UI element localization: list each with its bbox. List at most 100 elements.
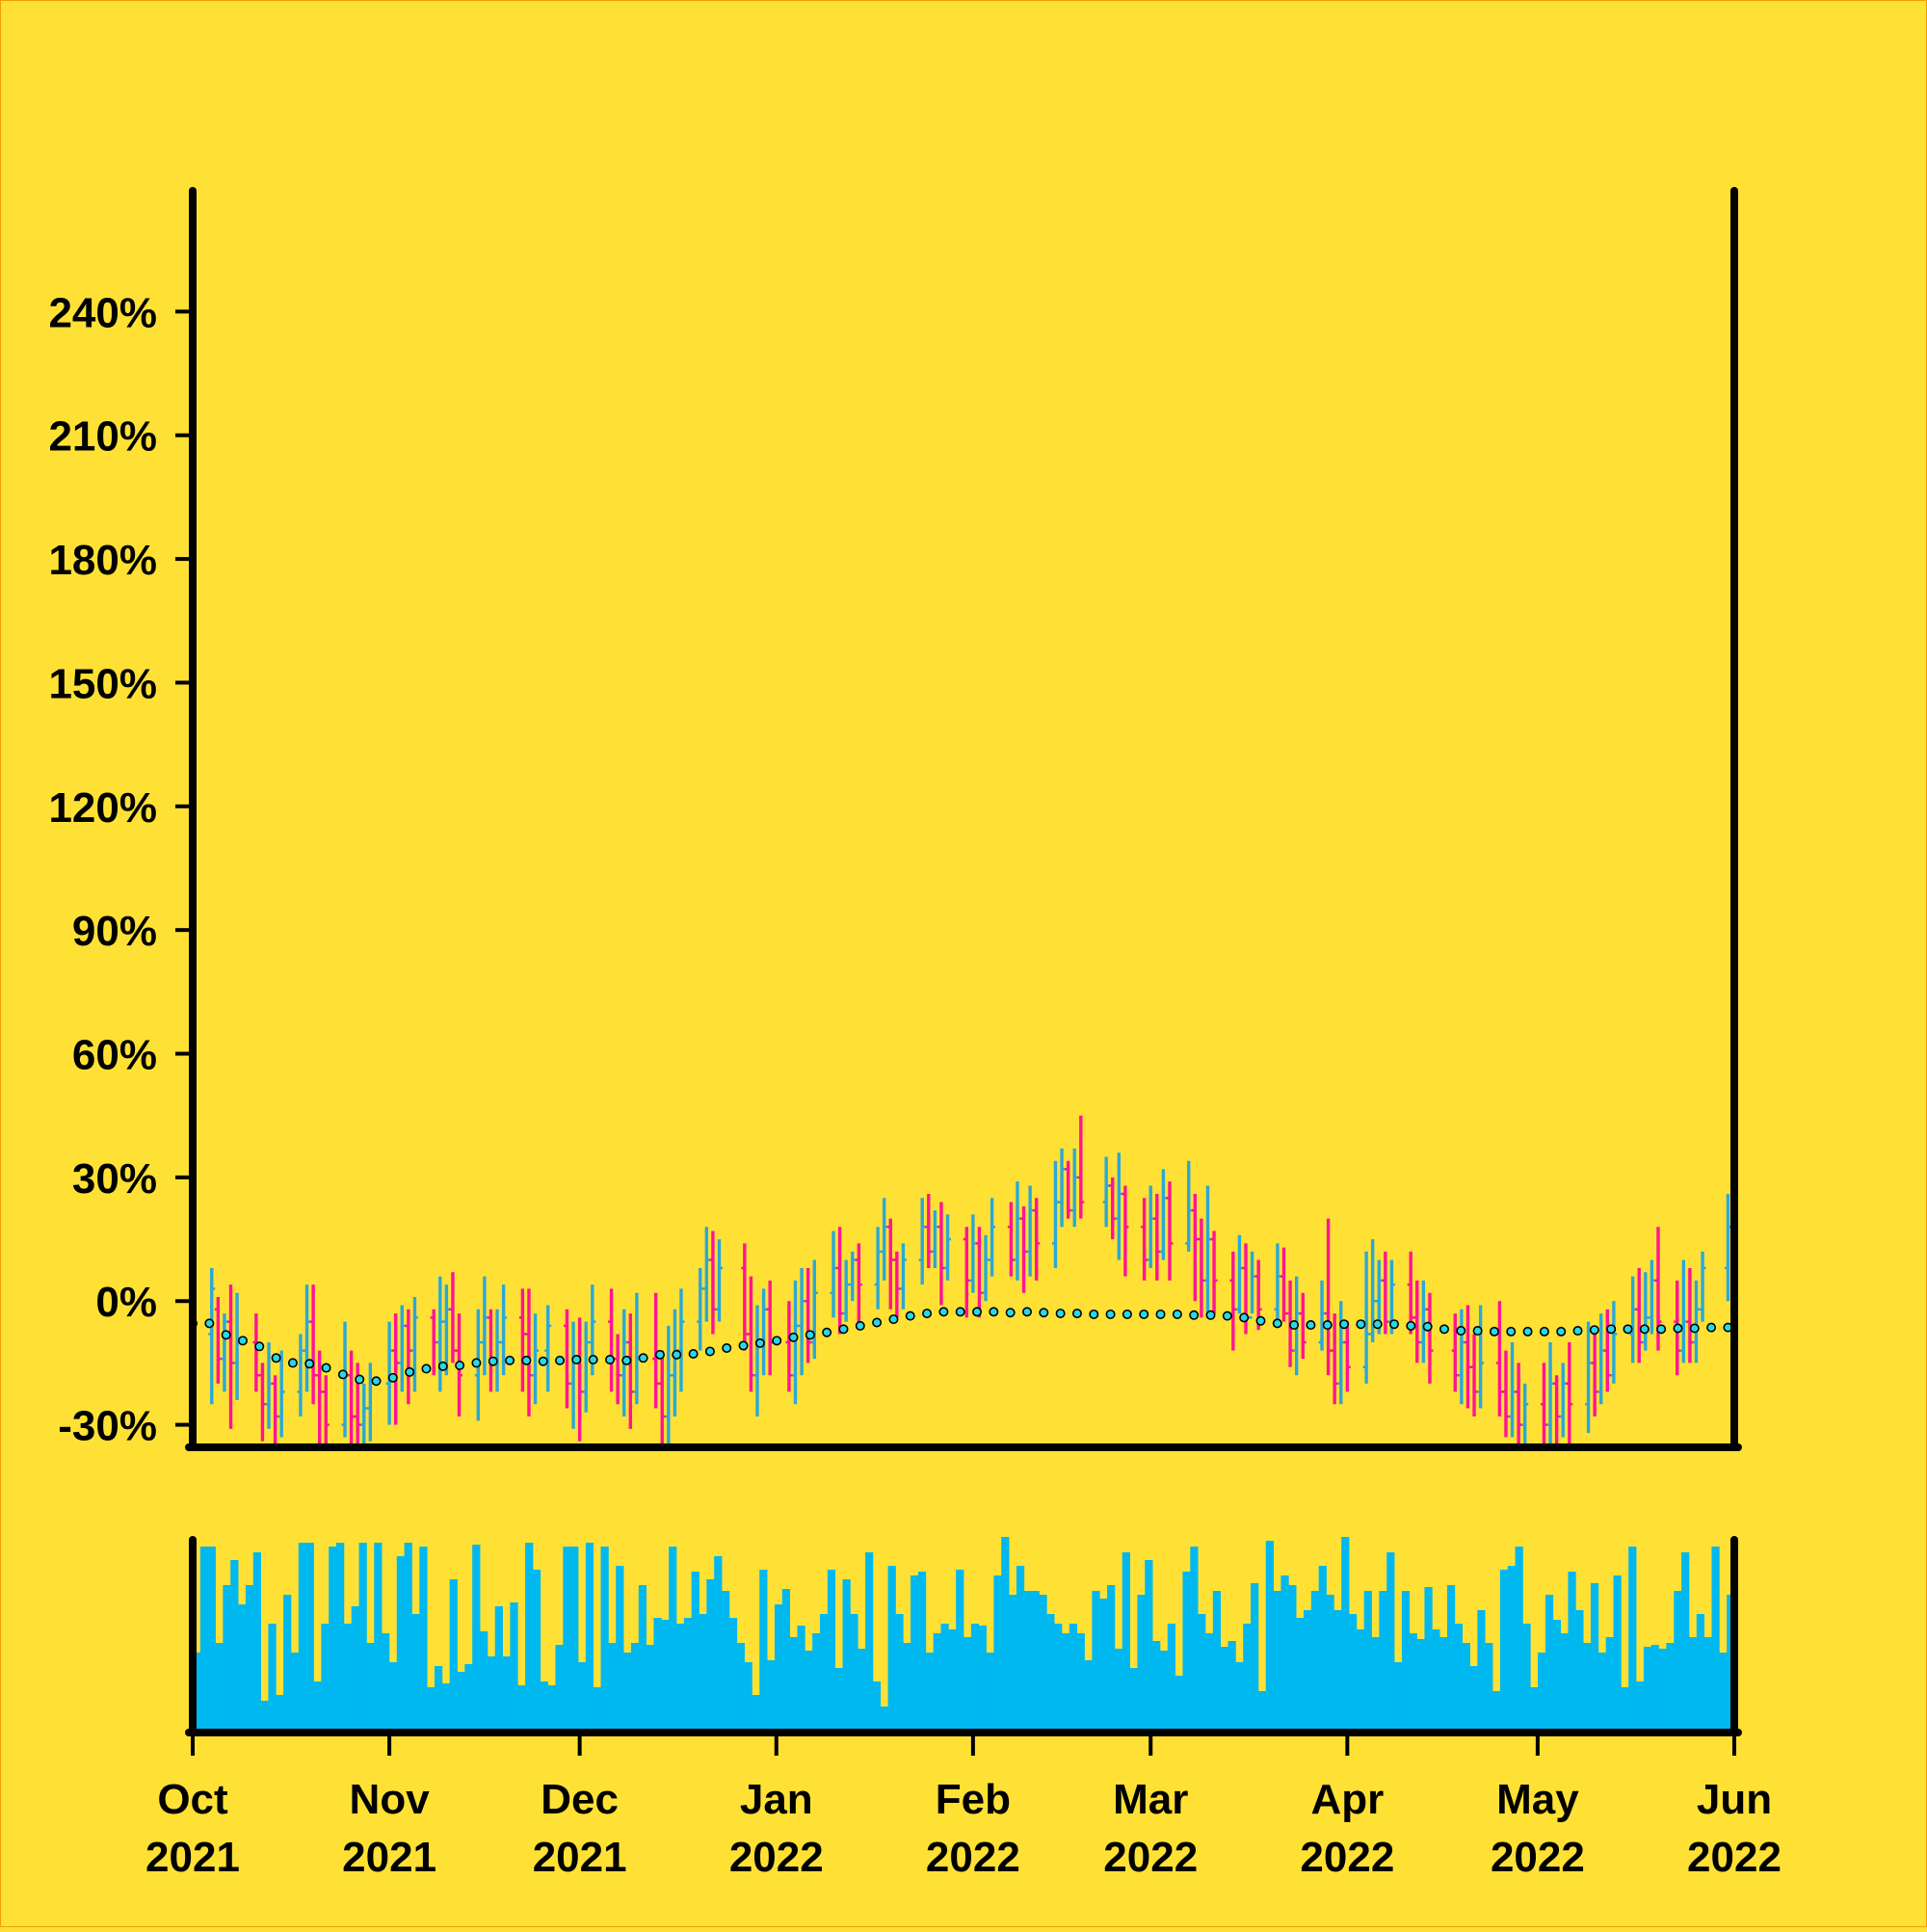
ohlc-bar bbox=[1521, 1383, 1529, 1445]
volume-bar bbox=[1703, 1637, 1712, 1730]
trend-point bbox=[1122, 1309, 1132, 1319]
ohlc-bar bbox=[1629, 1276, 1637, 1363]
volume-bar bbox=[1485, 1643, 1493, 1730]
ohlc-bar bbox=[252, 1313, 260, 1392]
trend-point bbox=[872, 1317, 883, 1328]
volume-bar bbox=[396, 1556, 406, 1730]
ohlc-bar bbox=[614, 1334, 621, 1405]
trend-point bbox=[488, 1356, 498, 1366]
ohlc-bar bbox=[652, 1292, 660, 1409]
volume-bar bbox=[532, 1570, 541, 1730]
volume-bar bbox=[819, 1614, 829, 1730]
ohlc-bar bbox=[805, 1268, 812, 1363]
volume-bar bbox=[1235, 1662, 1244, 1730]
trend-point bbox=[955, 1307, 965, 1317]
volume-bar bbox=[207, 1547, 216, 1730]
ohlc-bar bbox=[665, 1325, 673, 1445]
volume-bar bbox=[669, 1547, 677, 1730]
volume-bar bbox=[449, 1579, 458, 1730]
trend-point bbox=[1639, 1324, 1650, 1335]
volume-bar bbox=[1530, 1687, 1539, 1730]
trend-point bbox=[1205, 1310, 1216, 1320]
ohlc-bar bbox=[697, 1268, 704, 1351]
trend-point bbox=[1506, 1326, 1517, 1337]
volume-bar bbox=[260, 1701, 269, 1730]
ohlc-bar bbox=[1122, 1185, 1129, 1277]
volume-bar bbox=[1538, 1653, 1546, 1730]
ohlc-bar bbox=[874, 1227, 882, 1310]
trend-point bbox=[538, 1356, 548, 1366]
ohlc-bar bbox=[214, 1296, 222, 1384]
trend-point bbox=[1489, 1326, 1499, 1337]
volume-bar bbox=[1696, 1614, 1705, 1730]
ohlc-bar bbox=[1610, 1301, 1618, 1384]
ohlc-bar bbox=[849, 1251, 857, 1302]
ohlc-bar bbox=[1141, 1198, 1148, 1281]
volume-bar bbox=[1076, 1633, 1085, 1730]
ohlc-bar bbox=[360, 1383, 368, 1445]
ohlc-bar bbox=[931, 1210, 938, 1269]
ohlc-bar bbox=[1343, 1321, 1351, 1392]
trend-point bbox=[1289, 1320, 1300, 1331]
trend-point bbox=[738, 1340, 749, 1351]
volume-bar bbox=[555, 1645, 564, 1730]
volume-bar bbox=[736, 1643, 745, 1730]
volume-bar bbox=[1039, 1595, 1047, 1730]
trend-point bbox=[221, 1330, 231, 1340]
trend-point bbox=[1306, 1320, 1316, 1331]
ohlc-bar bbox=[1109, 1177, 1117, 1240]
volume-bar bbox=[382, 1633, 390, 1730]
volume-bar bbox=[752, 1695, 760, 1730]
ohlc-bar bbox=[277, 1350, 285, 1438]
trend-point bbox=[521, 1355, 532, 1365]
volume-bar bbox=[1544, 1595, 1554, 1730]
ohlc-bar bbox=[1191, 1194, 1199, 1302]
volume-bar bbox=[1432, 1629, 1440, 1730]
ohlc-bar bbox=[532, 1313, 540, 1405]
ohlc-bar bbox=[1585, 1321, 1593, 1434]
ohlc-bar bbox=[1597, 1313, 1605, 1405]
x-tick-year: 2022 bbox=[1687, 1834, 1782, 1881]
volume-bar bbox=[789, 1637, 798, 1730]
volume-bar bbox=[585, 1543, 594, 1730]
ohlc-bar bbox=[709, 1231, 717, 1335]
volume-bar bbox=[616, 1566, 624, 1730]
volume-bar bbox=[1681, 1552, 1690, 1730]
volume-bar bbox=[1522, 1624, 1531, 1730]
volume-bar bbox=[336, 1543, 345, 1730]
trend-point bbox=[838, 1324, 849, 1335]
volume-bar bbox=[290, 1653, 300, 1730]
x-tick-month: Nov bbox=[350, 1776, 431, 1823]
volume-bar bbox=[411, 1614, 420, 1730]
trend-point bbox=[1372, 1319, 1383, 1330]
volume-bar bbox=[1114, 1649, 1123, 1730]
trend-point bbox=[1272, 1318, 1282, 1329]
volume-bar bbox=[457, 1672, 465, 1730]
ohlc-bar bbox=[1051, 1160, 1059, 1269]
ohlc-bar bbox=[1458, 1309, 1465, 1405]
ohlc-bar bbox=[1033, 1198, 1041, 1281]
volume-bar bbox=[1265, 1541, 1274, 1730]
volume-bar bbox=[1446, 1585, 1456, 1730]
volume-bar bbox=[1469, 1666, 1478, 1730]
volume-bar bbox=[1628, 1547, 1637, 1730]
ohlc-bar bbox=[1102, 1156, 1110, 1228]
ohlc-bar bbox=[989, 1198, 996, 1277]
volume-bar bbox=[964, 1637, 972, 1730]
volume-bar bbox=[351, 1606, 359, 1730]
ohlc-bar bbox=[1369, 1239, 1377, 1343]
volume-bar bbox=[1251, 1583, 1259, 1730]
volume-bar bbox=[1031, 1591, 1040, 1730]
volume-bar bbox=[1167, 1624, 1176, 1730]
trend-point bbox=[1005, 1308, 1016, 1318]
ohlc-bar bbox=[1020, 1205, 1028, 1293]
volume-bar bbox=[1061, 1633, 1070, 1730]
volume-bar bbox=[593, 1687, 601, 1730]
ohlc-bar bbox=[792, 1280, 800, 1405]
ohlc-bar bbox=[1451, 1313, 1459, 1392]
volume-bar bbox=[1190, 1547, 1199, 1730]
trend-point bbox=[1239, 1312, 1250, 1323]
volume-bar bbox=[1310, 1591, 1320, 1730]
volume-bar bbox=[276, 1695, 284, 1730]
